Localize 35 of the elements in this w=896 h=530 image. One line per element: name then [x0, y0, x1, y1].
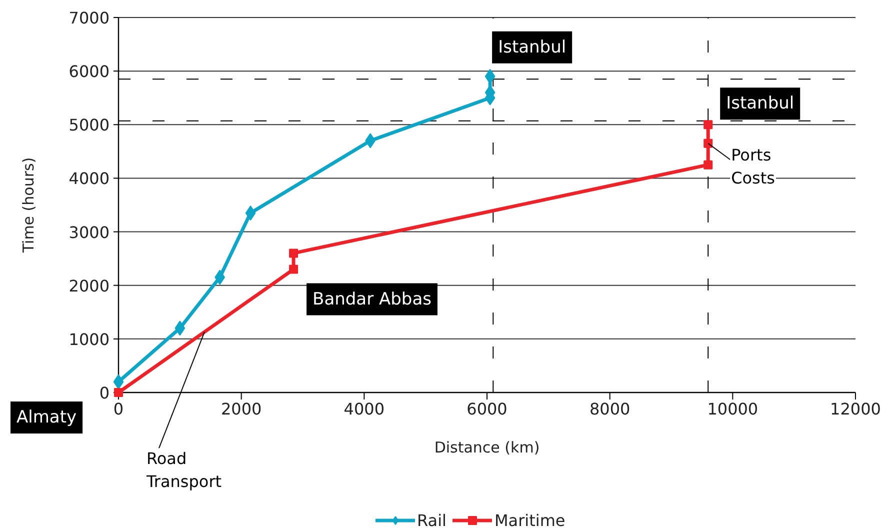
x-tick-label: 12000	[830, 400, 881, 418]
annotation: Almaty	[16, 408, 77, 428]
point	[113, 374, 124, 390]
x-tick-label: 8000	[589, 400, 630, 418]
y-tick-label: 2000	[68, 276, 110, 296]
point	[704, 120, 713, 130]
annotation: Bandar Abbas	[312, 289, 432, 310]
point	[704, 160, 713, 170]
x-tick-label: 0	[113, 400, 124, 418]
point	[174, 320, 186, 336]
x-tick-label: 6000	[466, 400, 508, 418]
y-tick-label: 3000	[68, 222, 110, 242]
legend-label: Rail	[417, 510, 446, 530]
point	[214, 270, 226, 285]
y-axis-title: Time (hours)	[20, 157, 38, 254]
x-tick-label: 2000	[220, 400, 262, 418]
x-tick-label: 10000	[707, 400, 758, 418]
annotation: Ports Costs	[731, 146, 776, 188]
x-tick-label: 4000	[344, 400, 385, 418]
annotation: Istanbul	[498, 37, 566, 58]
y-tick-label: 5000	[68, 116, 110, 135]
point	[484, 68, 496, 84]
legend-label: Maritime	[494, 510, 566, 530]
annotation: Road Transport	[145, 449, 222, 491]
point	[289, 264, 298, 274]
y-tick-label: 1000	[68, 330, 110, 349]
point	[245, 206, 256, 221]
y-tick-label: 4000	[68, 169, 110, 188]
point	[704, 138, 713, 148]
x-axis-title: Distance (km)	[434, 438, 540, 456]
y-tick-label: 7000	[68, 8, 110, 28]
y-tick-label: 0	[99, 384, 110, 402]
annotation: Istanbul	[726, 94, 794, 114]
point	[289, 248, 298, 258]
y-tick-label: 6000	[68, 62, 110, 82]
